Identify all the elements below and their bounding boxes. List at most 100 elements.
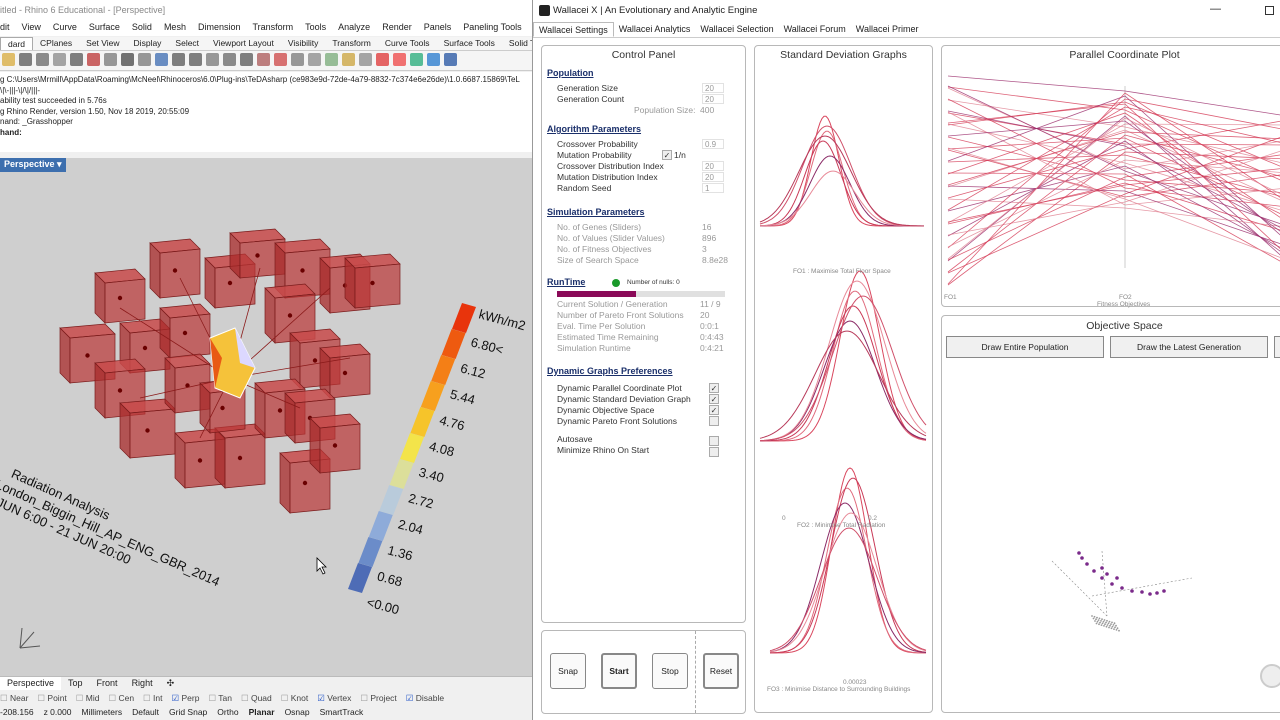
toolbar-tab-cplanes[interactable]: CPlanes bbox=[40, 38, 73, 48]
toolbar-tab-transform[interactable]: Transform bbox=[332, 38, 371, 48]
menu-surface[interactable]: Surface bbox=[88, 22, 120, 32]
toolbar-tool-icon[interactable] bbox=[444, 53, 457, 66]
toolbar-tool-icon[interactable] bbox=[19, 53, 32, 66]
snap-button[interactable]: Snap bbox=[550, 653, 586, 689]
osnap-option[interactable]: ☐ Mid bbox=[75, 693, 100, 703]
draw-latest-generation-button[interactable]: Draw the Latest Generation bbox=[1110, 336, 1268, 358]
menu-tools[interactable]: Tools bbox=[305, 22, 327, 32]
toolbar-tool-icon[interactable] bbox=[359, 53, 372, 66]
osnap-checkbox[interactable]: ☑ bbox=[171, 693, 182, 703]
osnap-option[interactable]: ☐ Project bbox=[360, 693, 397, 703]
menu-curve[interactable]: Curve bbox=[52, 22, 77, 32]
wallacei-tab[interactable]: Wallacei Primer bbox=[855, 24, 919, 34]
menu-panels[interactable]: Panels bbox=[423, 22, 452, 32]
toolbar-tool-icon[interactable] bbox=[410, 53, 423, 66]
toolbar-tool-icon[interactable] bbox=[291, 53, 304, 66]
status-item[interactable]: Grid Snap bbox=[169, 707, 208, 717]
wallacei-tab[interactable]: Wallacei Analytics bbox=[618, 24, 691, 34]
osnap-checkbox[interactable]: ☐ bbox=[280, 693, 291, 703]
param-input[interactable]: 0.9 bbox=[702, 139, 724, 149]
menu-paneling-tools[interactable]: Paneling Tools bbox=[463, 22, 522, 32]
toolbar-tab-curve-tools[interactable]: Curve Tools bbox=[384, 38, 430, 48]
toolbar-tool-icon[interactable] bbox=[189, 53, 202, 66]
wallacei-tab[interactable]: Wallacei Settings bbox=[533, 22, 614, 37]
toolbar-tool-icon[interactable] bbox=[325, 53, 338, 66]
toolbar-tab-display[interactable]: Display bbox=[133, 38, 162, 48]
osnap-checkbox[interactable]: ☐ bbox=[37, 693, 48, 703]
param-input[interactable]: 1 bbox=[702, 183, 724, 193]
toolbar-tool-icon[interactable] bbox=[36, 53, 49, 66]
viewport-tab[interactable]: Top bbox=[68, 678, 83, 688]
pref-checkbox[interactable]: ✓ bbox=[709, 405, 719, 415]
osnap-option[interactable]: ☐ Cen bbox=[108, 693, 135, 703]
pref-checkbox[interactable] bbox=[709, 416, 719, 426]
toolbar-tool-icon[interactable] bbox=[376, 53, 389, 66]
osnap-checkbox[interactable]: ☐ bbox=[75, 693, 86, 703]
toolbar-tab-dard[interactable]: dard bbox=[0, 37, 34, 50]
toolbar-tool-icon[interactable] bbox=[427, 53, 440, 66]
toolbar-tab-surface-tools[interactable]: Surface Tools bbox=[443, 38, 495, 48]
toolbar-tool-icon[interactable] bbox=[70, 53, 83, 66]
menu-view[interactable]: View bbox=[21, 22, 41, 32]
toolbar-tool-icon[interactable] bbox=[393, 53, 406, 66]
toolbar-tool-icon[interactable] bbox=[257, 53, 270, 66]
reset-button[interactable]: Reset bbox=[703, 653, 739, 689]
status-item[interactable]: Default bbox=[132, 707, 160, 717]
osnap-checkbox[interactable]: ☐ bbox=[143, 693, 154, 703]
osnap-option[interactable]: ☐ Near bbox=[0, 693, 29, 703]
status-item[interactable]: z 0.000 bbox=[43, 707, 72, 717]
osnap-checkbox[interactable]: ☐ bbox=[0, 693, 10, 703]
menu-dimension[interactable]: Dimension bbox=[197, 22, 241, 32]
maximize-icon[interactable] bbox=[1265, 6, 1274, 15]
toolbar-tool-icon[interactable] bbox=[53, 53, 66, 66]
osnap-checkbox[interactable]: ☐ bbox=[208, 693, 219, 703]
osnap-option[interactable]: ☐ Point bbox=[37, 693, 67, 703]
view-cube-icon[interactable] bbox=[1260, 664, 1280, 688]
viewport-tab[interactable]: Right bbox=[131, 678, 153, 688]
toolbar-tool-icon[interactable] bbox=[240, 53, 253, 66]
param-input[interactable]: 20 bbox=[702, 94, 724, 104]
perspective-viewport[interactable]: 6.80< 6.12 5.44 4.76 4.08 3.40 2.72 2.04 1.36 0.6… bbox=[0, 158, 532, 676]
viewport-tab[interactable]: Front bbox=[96, 678, 118, 688]
toolbar-tool-icon[interactable] bbox=[274, 53, 287, 66]
draw-entire-population-button[interactable]: Draw Entire Population bbox=[946, 336, 1104, 358]
osnap-option[interactable]: ☐ Quad bbox=[240, 693, 272, 703]
toolbar-tool-icon[interactable] bbox=[138, 53, 151, 66]
toolbar-tab-select[interactable]: Select bbox=[175, 38, 200, 48]
osnap-option[interactable]: ☐ Knot bbox=[280, 693, 309, 703]
status-item[interactable]: Millimeters bbox=[81, 707, 123, 717]
status-item[interactable]: SmartTrack bbox=[319, 707, 364, 717]
osnap-option[interactable]: ☐ Int bbox=[143, 693, 163, 703]
status-item[interactable]: Osnap bbox=[284, 707, 310, 717]
toolbar-tool-icon[interactable] bbox=[342, 53, 355, 66]
osnap-checkbox[interactable]: ☐ bbox=[360, 693, 371, 703]
pref-checkbox[interactable]: ✓ bbox=[709, 394, 719, 404]
menu-mesh[interactable]: Mesh bbox=[163, 22, 186, 32]
minimize-icon[interactable]: — bbox=[1210, 3, 1221, 15]
menu-solid[interactable]: Solid bbox=[131, 22, 152, 32]
osnap-checkbox[interactable]: ☑ bbox=[317, 693, 328, 703]
toolbar-tool-icon[interactable] bbox=[308, 53, 321, 66]
osnap-option[interactable]: ☑ Disable bbox=[405, 693, 445, 703]
extra-button[interactable] bbox=[1274, 336, 1280, 358]
viewport-title-tab[interactable]: Perspective ▾ bbox=[0, 158, 66, 172]
toolbar-tool-icon[interactable] bbox=[121, 53, 134, 66]
stop-button[interactable]: Stop bbox=[652, 653, 688, 689]
param-input[interactable]: 20 bbox=[702, 161, 724, 171]
toolbar-tab-visibility[interactable]: Visibility bbox=[287, 38, 319, 48]
toolbar-tool-icon[interactable] bbox=[2, 53, 15, 66]
osnap-option[interactable]: ☑ Vertex bbox=[317, 693, 352, 703]
mutation-1n-checkbox[interactable]: ✓ bbox=[662, 150, 672, 160]
toolbar-tool-icon[interactable] bbox=[172, 53, 185, 66]
toolbar-tab-set-view[interactable]: Set View bbox=[86, 38, 120, 48]
osnap-option[interactable]: ☑ Perp bbox=[171, 693, 200, 703]
pref-checkbox[interactable] bbox=[709, 436, 719, 446]
status-item[interactable]: Ortho bbox=[217, 707, 239, 717]
toolbar-tool-icon[interactable] bbox=[206, 53, 219, 66]
toolbar-tool-icon[interactable] bbox=[155, 53, 168, 66]
toolbar-tab-solid-tools[interactable]: Solid Tools bbox=[508, 38, 532, 48]
viewport-tab[interactable]: ✣ bbox=[166, 678, 175, 688]
toolbar-tool-icon[interactable] bbox=[223, 53, 236, 66]
osnap-checkbox[interactable]: ☐ bbox=[240, 693, 251, 703]
toolbar-tab-viewport-layout[interactable]: Viewport Layout bbox=[213, 38, 274, 48]
